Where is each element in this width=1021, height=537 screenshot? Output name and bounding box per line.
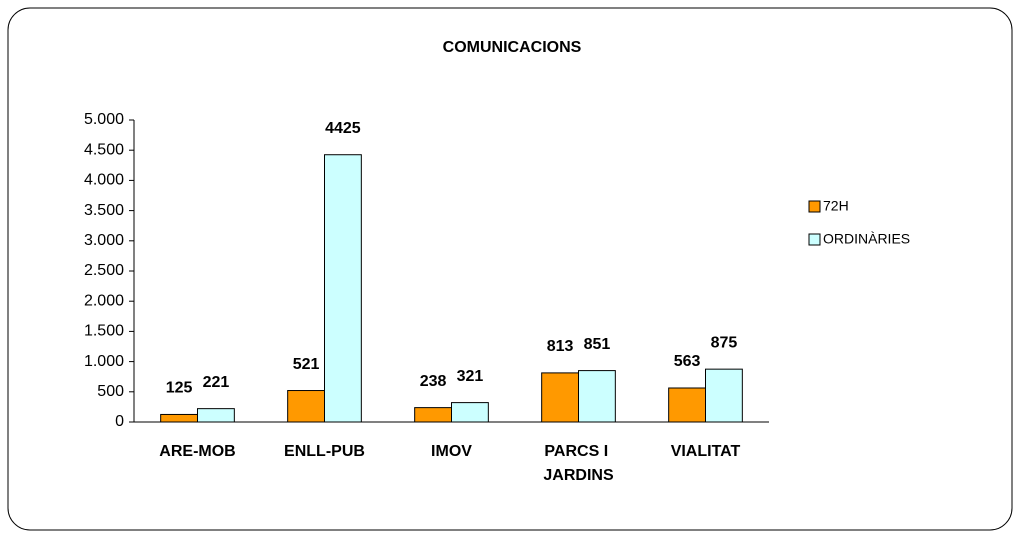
y-tick-label: 2.000 — [84, 292, 124, 309]
data-label: 221 — [203, 374, 230, 391]
data-label: 521 — [293, 356, 320, 373]
data-label: 321 — [457, 368, 484, 385]
bar — [160, 413, 198, 423]
y-tick-label: 4.500 — [84, 141, 124, 158]
data-label: 125 — [166, 380, 193, 397]
x-tick-label: ENLL-PUB — [284, 443, 365, 460]
data-label: 851 — [584, 336, 611, 353]
y-tick-label: 3.000 — [84, 232, 124, 249]
data-label: 238 — [420, 373, 447, 390]
y-tick-label: 5.000 — [84, 111, 124, 128]
y-tick-label: 1.000 — [84, 353, 124, 370]
chart-title: COMUNICACIONS — [443, 39, 582, 56]
x-tick-label: VIALITAT — [671, 443, 741, 460]
y-tick-label: 2.500 — [84, 262, 124, 279]
x-tick-label: PARCS I JARDINS — [543, 443, 614, 484]
legend-swatch — [808, 200, 821, 213]
data-label: 4425 — [325, 120, 361, 137]
legend-swatch — [808, 233, 821, 246]
chart-frame — [7, 7, 1013, 531]
y-tick-label: 500 — [97, 383, 124, 400]
data-label: 563 — [674, 353, 701, 370]
bar — [197, 408, 235, 423]
legend-label: 72H — [823, 198, 849, 214]
y-tick-label: 4.000 — [84, 172, 124, 189]
y-tick-label: 0 — [115, 413, 124, 430]
bar — [414, 407, 453, 423]
legend-label: ORDINÀRIES — [823, 231, 910, 247]
bar — [668, 387, 706, 423]
bar — [287, 390, 326, 423]
data-label: 875 — [711, 334, 738, 351]
bar — [578, 370, 616, 423]
data-label: 813 — [547, 338, 574, 355]
bar — [541, 372, 579, 423]
bar — [451, 402, 489, 423]
bar — [705, 368, 743, 423]
x-tick-label: ARE-MOB — [159, 443, 235, 460]
x-tick-label: IMOV — [431, 443, 472, 460]
y-tick-label: 1.500 — [84, 323, 124, 340]
bar — [324, 154, 362, 423]
y-tick-label: 3.500 — [84, 202, 124, 219]
